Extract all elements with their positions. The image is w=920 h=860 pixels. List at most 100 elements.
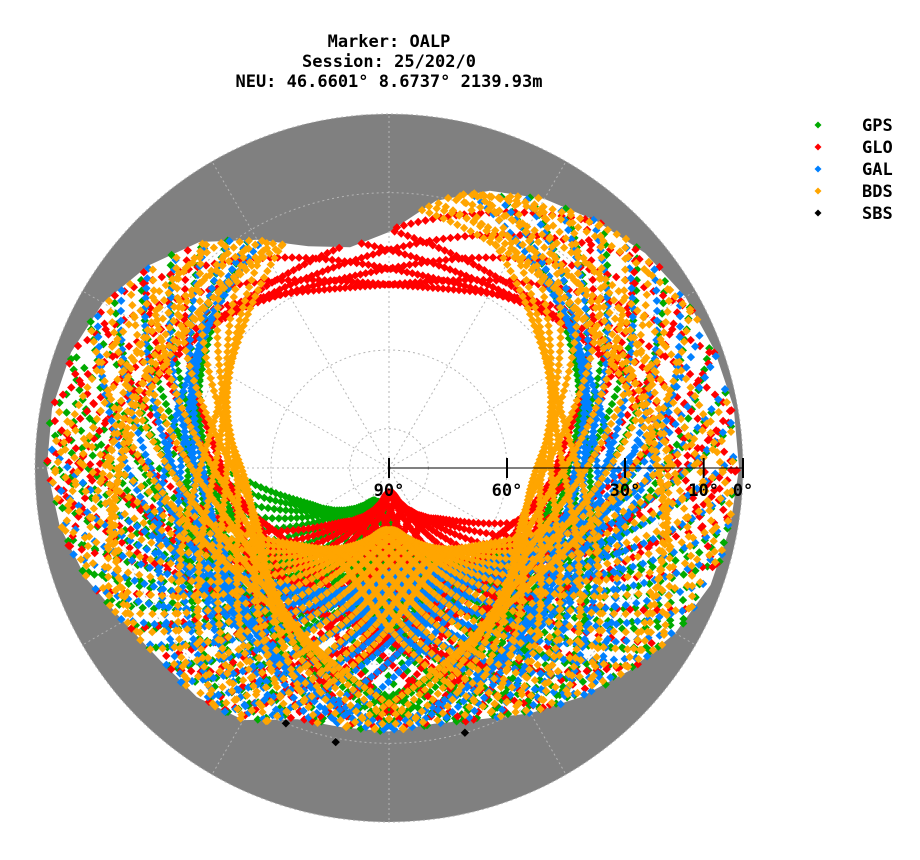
glo-track-0-2 bbox=[467, 536, 476, 545]
gps-track-2-7 bbox=[676, 432, 685, 441]
gps-track-2-0 bbox=[586, 477, 595, 486]
gps-track-0-2 bbox=[297, 661, 306, 670]
gps-track-2-1 bbox=[548, 638, 558, 647]
gps-track-3-0 bbox=[368, 685, 377, 694]
grid-spoke-60 bbox=[388, 290, 696, 469]
gps-track-2-4 bbox=[596, 426, 605, 436]
glo-track-0-2 bbox=[450, 530, 460, 539]
gps-track-1-6 bbox=[120, 525, 130, 535]
gps-track-1-9 bbox=[292, 506, 301, 516]
gps-track-0-7 bbox=[666, 621, 675, 630]
gps-track-2-3 bbox=[555, 480, 564, 489]
glo-track-0-1 bbox=[455, 523, 464, 532]
glo-track-0-1 bbox=[501, 531, 510, 540]
gps-track-1-9 bbox=[270, 504, 279, 514]
gps-track-0-11 bbox=[275, 558, 284, 567]
gps-track-2-6 bbox=[582, 531, 592, 540]
gps-track-2-6 bbox=[512, 600, 522, 609]
gps-track-3-1 bbox=[362, 688, 371, 697]
gps-track-2-3 bbox=[602, 250, 611, 260]
glo-track-0-3 bbox=[436, 531, 446, 540]
gps-track-2-0 bbox=[586, 483, 595, 492]
gps-track-3-0 bbox=[399, 698, 409, 707]
gps-track-3-0 bbox=[146, 518, 155, 527]
gps-track-1-8 bbox=[298, 513, 307, 522]
gps-track-1-7 bbox=[323, 514, 333, 523]
glo-track-0-3 bbox=[658, 570, 667, 579]
gps-track-3-4 bbox=[174, 366, 183, 376]
glo-track-0-1 bbox=[261, 699, 271, 708]
gps-track-3-3 bbox=[161, 399, 171, 409]
gps-track-0-1 bbox=[635, 502, 644, 511]
gps-track-1-8 bbox=[303, 512, 312, 522]
gps-track-3-0 bbox=[380, 690, 389, 699]
gps-track-2-4 bbox=[605, 406, 614, 416]
gps-track-2-2 bbox=[567, 224, 576, 233]
gps-track-0-6 bbox=[691, 593, 700, 602]
gps-track-3-7 bbox=[201, 658, 211, 667]
gps-track-3-3 bbox=[156, 385, 165, 394]
gps-track-1-8 bbox=[292, 513, 301, 523]
gps-track-0-9 bbox=[182, 571, 191, 580]
gps-track-1-8 bbox=[280, 514, 290, 523]
glo-track-0-4 bbox=[162, 651, 171, 661]
gps-track-1-9 bbox=[281, 506, 290, 515]
glo-track-0-3 bbox=[343, 577, 352, 586]
glo-track-0-0 bbox=[496, 519, 505, 528]
gps-track-0-5 bbox=[645, 579, 654, 588]
gps-track-0-5 bbox=[703, 562, 712, 571]
gps-track-3-0 bbox=[450, 714, 460, 723]
glo-track-0-3 bbox=[417, 517, 426, 526]
gps-track-2-1 bbox=[535, 675, 544, 685]
gps-track-0-7 bbox=[138, 603, 147, 612]
glo-track-0-2 bbox=[473, 537, 482, 547]
gps-track-0-5 bbox=[163, 643, 172, 652]
gps-track-1-9 bbox=[257, 502, 266, 512]
gps-track-2-3 bbox=[597, 359, 606, 368]
gps-track-2-4 bbox=[462, 664, 472, 673]
glo-track-0-0 bbox=[502, 519, 511, 528]
gps-track-1-5 bbox=[77, 540, 86, 550]
gps-track-2-0 bbox=[566, 340, 575, 349]
gps-track-3-7 bbox=[183, 555, 192, 565]
gps-track-2-1 bbox=[565, 560, 574, 569]
gps-track-2-4 bbox=[632, 286, 641, 295]
gps-track-2-4 bbox=[593, 432, 602, 442]
gps-track-3-7 bbox=[182, 542, 191, 552]
glo-track-0-3 bbox=[608, 574, 617, 583]
gps-track-3-0 bbox=[85, 414, 94, 423]
glo-track-0-2 bbox=[426, 518, 435, 527]
gps-track-3-6 bbox=[218, 631, 228, 640]
gps-track-1-9 bbox=[427, 698, 436, 707]
gps-track-1-6 bbox=[132, 528, 142, 538]
gps-track-3-6 bbox=[253, 715, 262, 724]
gps-track-1-9 bbox=[397, 659, 407, 668]
gps-track-2-3 bbox=[593, 374, 603, 383]
gps-track-2-6 bbox=[620, 483, 629, 492]
glo-track-0-1 bbox=[446, 521, 455, 530]
gps-track-3-7 bbox=[187, 597, 196, 606]
gps-track-3-2 bbox=[343, 687, 353, 696]
gps-track-2-3 bbox=[452, 717, 461, 726]
gps-track-0-6 bbox=[666, 598, 675, 607]
gps-track-0-3 bbox=[686, 517, 695, 526]
gps-track-0-9 bbox=[267, 573, 277, 582]
glo-track-0-0 bbox=[448, 516, 457, 525]
gps-track-2-0 bbox=[585, 471, 595, 481]
gps-track-3-6 bbox=[195, 421, 204, 431]
glo-track-0-2 bbox=[249, 676, 258, 685]
gps-track-3-7 bbox=[183, 471, 193, 481]
gps-track-3-0 bbox=[249, 612, 258, 621]
gps-track-1-2 bbox=[144, 621, 153, 630]
gps-track-3-6 bbox=[234, 675, 243, 685]
glo-track-0-2 bbox=[204, 697, 214, 706]
gps-track-3-7 bbox=[199, 650, 208, 659]
title-line-session: Session: 25/202/0 bbox=[302, 52, 476, 72]
grid-spoke-300 bbox=[82, 290, 390, 469]
gps-track-0-6 bbox=[631, 603, 640, 612]
gps-track-1-4 bbox=[468, 612, 477, 621]
gps-track-0-5 bbox=[487, 580, 497, 589]
gps-track-1-4 bbox=[560, 658, 569, 668]
gps-track-0-6 bbox=[523, 599, 532, 608]
gps-track-1-2 bbox=[570, 613, 580, 622]
